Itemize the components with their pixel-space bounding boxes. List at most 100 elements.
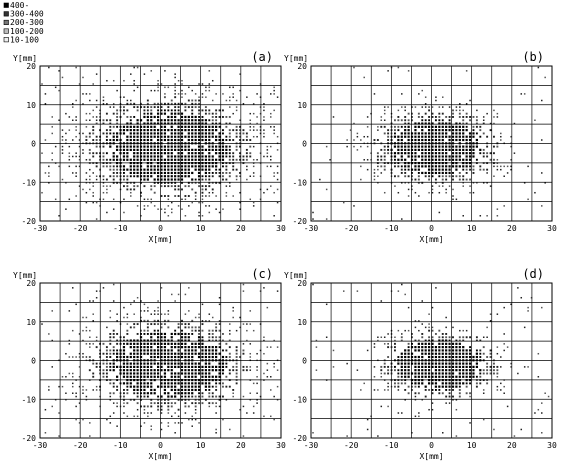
density-cell <box>256 402 258 404</box>
density-cell <box>500 135 502 138</box>
density-cell <box>455 109 458 112</box>
density-cell <box>462 382 465 385</box>
density-cell <box>150 405 153 408</box>
density-cell <box>465 158 468 161</box>
density-cell <box>194 412 197 414</box>
density-cell <box>211 395 214 398</box>
density-cell <box>198 326 201 329</box>
density-cell <box>421 165 424 168</box>
density-cell <box>71 287 74 289</box>
density-cell <box>222 339 224 342</box>
density-cell <box>143 303 146 306</box>
density-cell <box>421 125 424 128</box>
density-cell <box>239 119 241 121</box>
density-cell <box>421 122 424 125</box>
density-cell <box>235 135 238 138</box>
density-cell <box>482 119 485 121</box>
density-cell <box>95 165 98 168</box>
density-cell <box>167 310 170 312</box>
density-cell <box>150 145 153 148</box>
density-cell <box>146 99 149 102</box>
density-cell <box>211 155 214 158</box>
density-cell <box>407 119 410 122</box>
density-cell <box>54 198 57 201</box>
density-cell <box>417 148 420 151</box>
density-cell <box>174 165 177 168</box>
density-cell <box>479 148 482 151</box>
density-cell <box>174 346 177 349</box>
density-cell <box>139 148 143 151</box>
density-cell <box>150 342 153 345</box>
density-cell <box>225 342 228 345</box>
density-cell <box>410 132 414 135</box>
density-cell <box>204 148 207 151</box>
y-tick-label: 20 <box>297 279 307 288</box>
density-cell <box>78 139 81 141</box>
density-cell <box>407 168 410 171</box>
density-cell <box>215 375 218 378</box>
density-cell <box>256 376 258 378</box>
density-cell <box>245 139 248 141</box>
density-cell <box>455 362 458 365</box>
density-cell <box>133 102 136 105</box>
density-cell <box>417 362 420 365</box>
density-cell <box>472 355 475 359</box>
density-cell <box>468 372 472 375</box>
density-cell <box>445 333 448 335</box>
density-cell <box>489 372 492 375</box>
density-cell <box>232 112 234 115</box>
density-cell <box>191 155 194 158</box>
density-cell <box>89 346 91 348</box>
density-cell <box>109 365 112 368</box>
x-tick-label: -10 <box>113 224 128 233</box>
density-cell <box>373 366 376 368</box>
density-cell <box>400 375 403 378</box>
density-cell <box>417 339 420 342</box>
density-cell <box>544 392 546 394</box>
density-cell <box>92 372 95 375</box>
density-cell <box>177 332 180 336</box>
density-cell <box>373 389 376 391</box>
density-cell <box>421 399 424 401</box>
density-cell <box>411 342 413 345</box>
density-cell <box>122 168 126 171</box>
density-cell <box>143 395 146 398</box>
density-cell <box>387 132 390 135</box>
density-cell <box>506 172 509 174</box>
density-cell <box>187 395 190 398</box>
density-cell <box>397 389 400 391</box>
density-cell <box>191 89 193 92</box>
density-cell <box>204 382 207 385</box>
density-cell <box>129 369 132 372</box>
density-cell <box>208 145 211 148</box>
density-cell <box>228 385 231 388</box>
density-cell <box>170 158 173 161</box>
density-cell <box>421 349 424 352</box>
density-cell <box>414 158 417 161</box>
density-cell <box>146 115 149 119</box>
density-cell <box>397 125 400 128</box>
density-cell <box>448 365 451 368</box>
density-cell <box>140 329 142 332</box>
density-cell <box>133 352 136 355</box>
density-cell <box>194 132 197 135</box>
density-cell <box>205 195 207 197</box>
density-cell <box>434 155 438 158</box>
density-cell <box>204 369 207 372</box>
density-cell <box>228 139 231 141</box>
density-cell <box>229 96 231 98</box>
density-cell <box>544 182 546 184</box>
density-cell <box>143 408 146 411</box>
density-cell <box>417 178 420 181</box>
density-cell <box>180 152 184 155</box>
density-cell <box>71 385 74 388</box>
density-cell <box>523 182 526 184</box>
density-cell <box>130 303 132 306</box>
density-cell <box>177 326 180 329</box>
density-cell <box>493 109 495 112</box>
x-tick-label: 0 <box>429 224 434 233</box>
density-cell <box>479 339 482 342</box>
density-cell <box>156 152 160 155</box>
density-cell <box>163 122 167 125</box>
density-cell <box>468 365 472 368</box>
